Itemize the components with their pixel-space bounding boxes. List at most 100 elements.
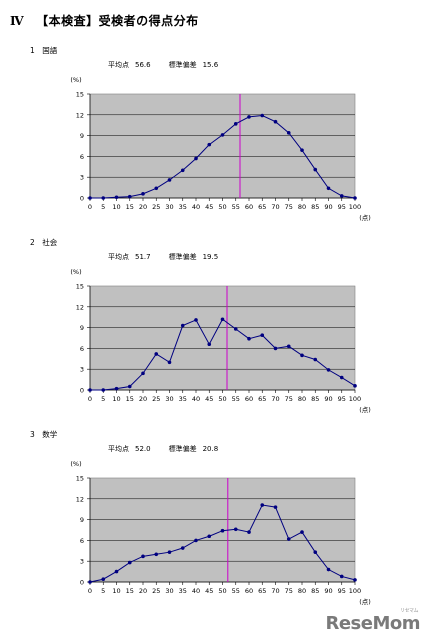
- x-tick-label: 80: [298, 203, 306, 211]
- section-title-1: 1 国語: [30, 46, 58, 55]
- x-tick-label: 40: [192, 203, 200, 211]
- data-point: [313, 550, 318, 554]
- x-tick-label: 70: [271, 395, 279, 403]
- data-point: [286, 131, 291, 135]
- chart-2-shakai: 0 3 6 9 12 15 (%) 0 5 10 15 20 25 30 35 40 45 50 55 60 65 70 7…: [70, 268, 370, 414]
- mean-label: 平均点: [108, 253, 129, 261]
- data-point: [260, 113, 265, 118]
- x-tick-label: 5: [101, 395, 105, 403]
- chart-3-sugaku: 0 3 6 9 12 15 (%) 0 5 10 15 20 25 30 35 40 45 50 55 60 65 70 7…: [70, 460, 370, 606]
- data-point: [247, 336, 251, 341]
- x-tick-label: 35: [179, 203, 187, 211]
- x-tick-label: 70: [271, 203, 279, 211]
- x-tick-label: 65: [258, 203, 266, 211]
- data-point: [167, 550, 172, 554]
- data-point: [326, 567, 331, 572]
- data-point: [260, 503, 265, 507]
- x-tick-label: 20: [139, 395, 147, 403]
- x-tick-label: 20: [139, 203, 147, 211]
- data-point: [88, 388, 92, 392]
- x-tick-label: 5: [101, 587, 105, 595]
- chart-1-kokugo: 0 3 6 9 12 15 (%) 0 5 10 15 20 25 30 35 40 45 50 55 60 65 70 7…: [70, 76, 370, 222]
- data-point: [326, 186, 331, 191]
- x-tick-label: 100: [349, 395, 361, 403]
- x-tick-label: 15: [126, 203, 134, 211]
- data-point: [233, 122, 238, 126]
- y-tick-label: 3: [80, 558, 84, 566]
- data-point: [101, 388, 106, 392]
- data-point: [313, 357, 318, 362]
- data-point: [207, 534, 212, 539]
- sd-value: 19.5: [202, 253, 219, 261]
- x-tick-label: 35: [179, 587, 187, 595]
- x-tick-label: 0: [88, 395, 92, 403]
- data-point: [353, 578, 357, 582]
- x-tick-label: 25: [152, 395, 160, 403]
- y-tick-label: 12: [76, 303, 84, 311]
- data-point: [154, 186, 159, 191]
- x-tick-label: 80: [298, 587, 306, 595]
- page-heading: Ⅳ 【本検査】受検者の得点分布: [10, 12, 199, 29]
- watermark-text: ReseMom: [325, 613, 420, 634]
- x-tick-label: 0: [88, 203, 92, 211]
- y-tick-label: 15: [76, 475, 84, 483]
- data-point: [339, 375, 344, 380]
- data-point: [273, 119, 278, 124]
- x-tick-label: 30: [165, 203, 173, 211]
- data-point: [339, 574, 344, 579]
- x-tick-label: 45: [205, 203, 213, 211]
- mean-value: 51.7: [135, 253, 151, 261]
- data-point: [300, 530, 304, 534]
- data-point: [247, 530, 251, 534]
- data-point: [194, 156, 198, 161]
- data-point: [167, 178, 172, 182]
- y-tick-label: 0: [80, 387, 84, 395]
- x-tick-label: 25: [152, 587, 160, 595]
- data-point: [273, 346, 278, 351]
- x-tick-label: 10: [112, 203, 120, 211]
- data-point: [127, 194, 132, 199]
- data-point: [300, 148, 304, 152]
- data-point: [194, 538, 198, 543]
- data-point: [339, 194, 344, 198]
- data-point: [353, 196, 357, 200]
- mean-label: 平均点: [108, 61, 129, 69]
- x-tick-label: 75: [285, 395, 293, 403]
- x-tick-label: 25: [152, 203, 160, 211]
- sd-label: 標準偏差: [168, 445, 197, 453]
- data-point: [180, 323, 185, 328]
- y-tick-label: 6: [80, 537, 84, 545]
- x-tick-label: 95: [338, 203, 346, 211]
- x-tick-label: 85: [311, 587, 319, 595]
- data-point: [114, 195, 119, 200]
- x-tick-label: 95: [338, 587, 346, 595]
- x-tick-label: 75: [285, 203, 293, 211]
- y-axis-label: (%): [70, 76, 81, 84]
- y-tick-label: 12: [76, 111, 84, 119]
- data-point: [141, 371, 145, 376]
- heading-text: 【本検査】受検者の得点分布: [36, 14, 199, 28]
- x-tick-label: 65: [258, 395, 266, 403]
- data-point: [88, 196, 92, 200]
- data-point: [114, 386, 119, 391]
- data-point: [326, 368, 331, 372]
- y-axis-label: (%): [70, 460, 81, 468]
- data-point: [141, 192, 145, 196]
- x-tick-label: 10: [112, 587, 120, 595]
- data-point: [154, 552, 159, 557]
- data-point: [154, 352, 159, 356]
- x-tick-label: 50: [218, 395, 226, 403]
- data-point: [101, 577, 106, 582]
- resemom-logo: ReseMom リセマム: [325, 608, 420, 634]
- sd-value: 20.8: [202, 445, 219, 453]
- x-tick-label: 30: [165, 395, 173, 403]
- data-point: [167, 360, 172, 365]
- data-point: [247, 115, 251, 119]
- data-point: [233, 327, 238, 331]
- x-tick-label: 95: [338, 395, 346, 403]
- stats-row-3: 平均点 52.0 標準偏差 20.8: [108, 444, 224, 454]
- data-point: [273, 505, 278, 509]
- stats-row-1: 平均点 56.6 標準偏差 15.6: [108, 60, 224, 70]
- data-point: [220, 528, 225, 533]
- data-point: [233, 527, 238, 532]
